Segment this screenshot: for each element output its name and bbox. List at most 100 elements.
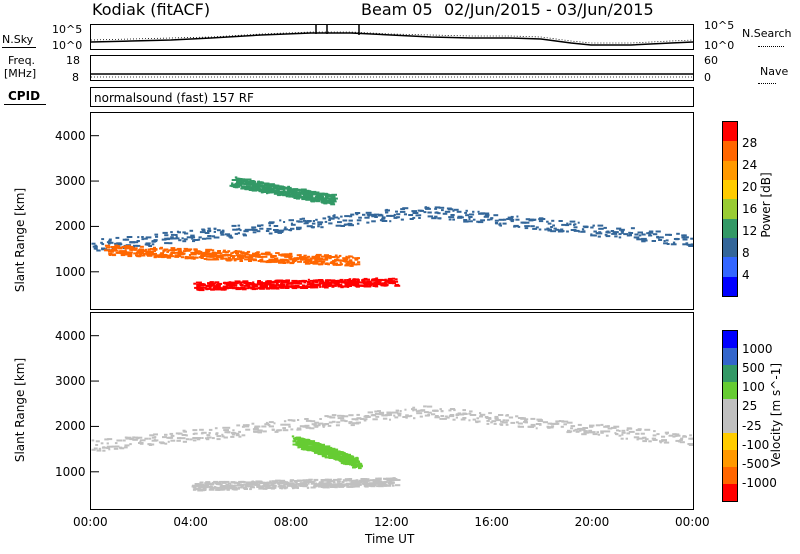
velocity-cell-main-F [284, 423, 291, 426]
velocity-cell-main-F [324, 415, 329, 418]
power-cell-main-F [560, 228, 564, 231]
power-cell-inner [253, 254, 256, 257]
power-cell-main-F [299, 218, 303, 221]
power-cell-inner [247, 256, 254, 259]
power-cell-upper-patch [330, 196, 336, 199]
velocity-cell-main-F [95, 440, 100, 443]
power-cell-E-region [361, 279, 365, 282]
velocity-cell-main-F [642, 436, 647, 439]
velocity-cell-main-F [215, 433, 219, 436]
velocity-cell-main-F [170, 434, 175, 437]
velocity-cell-main-F [427, 414, 431, 416]
power-cell-main-F [396, 213, 401, 216]
velocity-cell-E-region [364, 478, 367, 481]
power-cell-upper-patch [232, 185, 237, 188]
power-cell-E-region [265, 287, 271, 290]
velocity-cell-main-F [476, 417, 480, 420]
power-cell-inner [132, 247, 138, 250]
power-cell-upper-patch [241, 181, 245, 184]
power-cell-E-region [277, 284, 280, 286]
velocity-cell-main-F [113, 447, 119, 450]
power-cell-inner [194, 256, 197, 259]
power-cell-main-F [510, 220, 514, 223]
noise-tick-right-bottom: 10^0 [704, 39, 735, 52]
power-colorbar-swatch [723, 141, 737, 161]
power-cell-main-F [170, 231, 173, 234]
velocity-cell-main-F [235, 434, 240, 437]
velocity-cell-green-patch [317, 443, 321, 445]
power-cell-upper-patch [324, 197, 329, 200]
velocity-cell-E-region [303, 479, 308, 482]
power-cell-main-F [237, 224, 241, 227]
velocity-cell-E-region [226, 488, 230, 491]
power-cell-inner [112, 254, 117, 257]
velocity-cell-main-F [583, 430, 588, 433]
velocity-cell-main-F [621, 429, 626, 432]
velocity-cell-main-F [123, 446, 128, 449]
power-cell-upper-patch [291, 193, 295, 196]
power-cell-E-region [306, 281, 311, 283]
velocity-cell-E-region [270, 487, 275, 490]
radar-title: Kodiak (fitACF) [92, 0, 211, 19]
velocity-cell-main-F [124, 436, 128, 439]
velocity-cell-E-region [245, 481, 251, 484]
power-cell-main-F [350, 213, 355, 216]
power-cell-main-F [431, 217, 437, 220]
velocity-cell-main-F [495, 419, 501, 422]
velocity-cell-E-region [245, 485, 252, 488]
power-cell-main-F [126, 236, 133, 238]
velocity-cell-E-region [251, 480, 254, 483]
velocity-cell-green-patch [303, 439, 307, 442]
velocity-cell-main-F [570, 425, 576, 428]
velocity-colorbar-tick: 25 [742, 399, 758, 414]
power-cell-E-region [334, 284, 337, 287]
velocity-cell-main-F [260, 429, 263, 432]
velocity-cell-main-F [132, 438, 138, 441]
power-cell-E-region [279, 286, 284, 289]
power-cell-inner [197, 252, 203, 255]
power-cell-main-F [129, 241, 135, 244]
power-cell-upper-patch [264, 187, 270, 190]
power-cell-inner [314, 260, 320, 263]
power-cell-E-region [199, 283, 205, 286]
power-cell-inner [142, 250, 146, 253]
power-cell-main-F [486, 215, 490, 218]
power-cell-E-region [310, 286, 315, 289]
power-cell-inner [304, 262, 311, 265]
power-cell-main-F [533, 219, 536, 221]
power-cell-inner [227, 254, 232, 256]
power-cell-upper-patch [310, 200, 316, 203]
power-cell-main-F [651, 240, 656, 242]
velocity-cell-E-region [293, 485, 299, 488]
velocity-cell-E-region [274, 486, 277, 489]
velocity-cell-main-F [147, 443, 152, 446]
velocity-cell-main-F [399, 410, 402, 412]
power-cell-inner [222, 249, 226, 252]
velocity-cell-main-F [230, 435, 235, 438]
velocity-cell-E-region [204, 482, 207, 485]
power-cell-main-F [605, 235, 611, 238]
velocity-cell-E-region [324, 478, 329, 481]
velocity-cell-main-F [252, 428, 259, 431]
velocity-cell-main-F [518, 425, 524, 428]
power-cell-main-F [490, 217, 494, 220]
velocity-cell-E-region [387, 484, 391, 487]
velocity-cell-main-F [96, 449, 102, 452]
velocity-cell-E-region [236, 487, 240, 490]
velocity-cell-main-F [395, 409, 399, 412]
velocity-cell-main-F [363, 415, 369, 418]
power-cell-main-F [593, 230, 597, 233]
power-cell-main-F [296, 228, 301, 231]
velocity-cell-E-region [349, 485, 356, 488]
velocity-cell-main-F [351, 418, 357, 421]
velocity-cell-main-F [282, 427, 286, 430]
velocity-cell-main-F [170, 439, 176, 442]
power-cell-inner [192, 252, 195, 255]
power-cell-main-F [96, 249, 101, 252]
power-cell-upper-patch [263, 186, 269, 189]
power-cell-inner [323, 258, 328, 261]
velocity-cell-green-patch [323, 455, 327, 458]
velocity-cell-E-region [373, 483, 377, 486]
power-cell-upper-patch [254, 188, 261, 191]
velocity-cell-green-patch [314, 442, 320, 445]
